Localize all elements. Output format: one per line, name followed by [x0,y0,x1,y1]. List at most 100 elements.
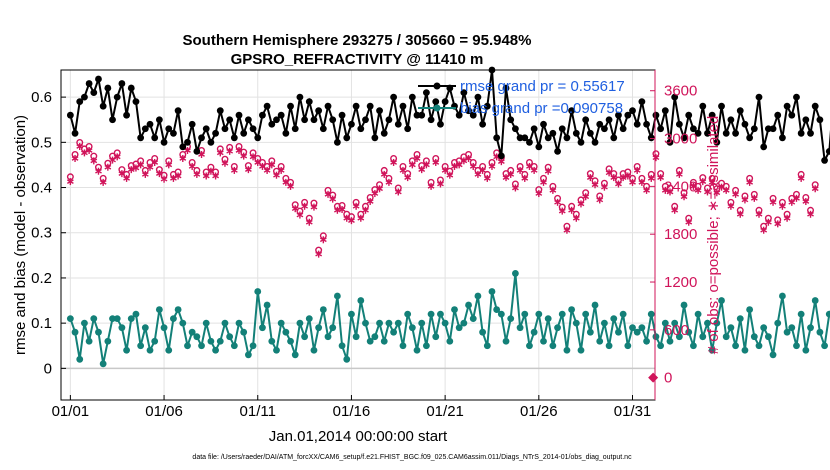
obs-assimilated-point-108-stroke-2 [572,215,580,221]
rmse-point-18 [151,134,159,142]
obs-assimilated-point-79 [437,180,444,188]
rmse-point-113 [596,120,604,128]
obs-assimilated-point-55-stroke-2 [324,191,332,197]
legend-bias-marker [433,104,441,112]
obs-assimilated-point-52 [310,203,318,211]
rmse-point-129 [671,93,679,101]
bias-point-97 [521,310,529,318]
obs-assimilated-point-141-stroke-2 [727,203,735,209]
obs-assimilated-point-148-stroke-2 [760,227,768,233]
obs-assimilated-point-150-stroke-2 [769,199,777,205]
obs-assimilated-point-48 [291,205,299,213]
obs-assimilated-point-18 [151,158,159,166]
rmse-point-134 [694,129,702,137]
y2-axis-ticks: 0 600 1200 1800 2400 3000 3600 [650,83,697,387]
obs-assimilated-point-133 [690,182,697,190]
legend-rmse-label: rmse grand pr = 0.55617 [460,78,625,95]
rmse-point-39 [249,125,257,133]
obs-assimilated-point-27 [193,170,201,178]
obs-assimilated-point-43 [268,161,276,169]
obs-assimilated-point-129-stroke-2 [671,207,679,213]
rmse-point-94 [507,116,515,124]
obs-assimilated-point-70-stroke-2 [394,189,402,195]
obs-assimilated-point-31-stroke-2 [212,173,219,179]
bias-point-55 [324,333,332,341]
obs-assimilated-point-106-stroke-2 [563,227,571,233]
obs-assimilated-point-39 [249,153,257,161]
obs-assimilated-point-7 [99,178,107,186]
obs-assimilated-point-27-stroke-2 [193,172,201,177]
obs-assimilated-point-15 [137,161,145,169]
obs-assimilated-point-134 [694,186,702,194]
bias-point-98 [526,342,533,350]
bias-point-52 [310,346,318,354]
obs-assimilated-point-32 [216,149,224,157]
rmse-point-66 [376,107,383,115]
obs-assimilated-point-49 [296,211,304,219]
obs-assimilated-point-98-stroke-2 [526,164,533,169]
bias-point-2 [76,355,84,363]
bias-point-139 [718,297,725,304]
rmse-point-89 [483,102,491,110]
obs-assimilated-point-157 [802,198,810,206]
bias-point-156 [797,310,805,318]
rmse-point-124 [647,134,655,142]
bias-point-90 [488,288,496,295]
bias-point-159 [811,297,819,304]
obs-assimilated-point-83-stroke-2 [455,162,463,168]
obs-assimilated-point-70 [394,188,402,196]
bias-point-138 [713,319,721,327]
obs-assimilated-point-12 [123,174,130,182]
obs-assimilated-point-24 [179,154,187,162]
bias-point-141 [727,324,735,332]
rmse-point-8 [104,84,112,92]
obs-assimilated-point-8 [104,163,112,171]
bias-point-157 [802,346,810,354]
obs-assimilated-point-76-stroke-2 [423,162,430,168]
obs-assimilated-point-2 [76,143,84,151]
obs-assimilated-point-114 [601,183,608,191]
rmse-point-96 [516,134,524,142]
obs-assimilated-point-87-stroke-2 [474,172,482,177]
obs-assimilated-point-97-stroke-2 [521,176,529,181]
obs-assimilated-point-150 [769,198,777,206]
y2-tick-label-1: 600 [664,322,689,339]
obs-assimilated-point-78 [432,158,440,166]
bias-point-103 [549,342,557,350]
obs-assimilated-point-109 [577,200,585,208]
obs-assimilated-point-5-stroke-2 [90,158,98,164]
rmse-point-160 [816,116,824,124]
rmse-point-10 [113,93,121,101]
y2-tick-label-0: 0 [664,370,672,387]
rmse-point-64 [366,102,374,110]
bias-point-96 [516,324,524,332]
obs-assimilated-point-129 [671,206,679,214]
obs-assimilated-point-96-stroke-2 [516,168,524,173]
bias-point-152 [779,292,786,300]
rmse-point-140 [722,129,730,137]
obs-assimilated-point-119 [624,172,632,180]
obs-assimilated-point-107-stroke-2 [568,207,576,213]
obs-assimilated-point-105 [558,207,566,215]
bias-point-0 [66,315,74,323]
bias-point-79 [437,310,444,318]
bias-point-154 [788,324,796,332]
bias-point-145 [746,306,754,313]
obs-assimilated-point-149 [764,218,772,226]
data-file-footer: data file: /Users/raeder/DAI/ATM_forcXX/… [192,454,632,461]
bias-point-137 [708,346,716,354]
obs-assimilated-point-130-stroke-2 [675,172,683,177]
obs-assimilated-point-130 [675,170,683,178]
rmse-point-6 [95,75,102,83]
obs-assimilated-point-38 [244,166,252,174]
obs-assimilated-point-125 [652,154,660,162]
rmse-point-119 [624,111,632,119]
obs-assimilated-point-30-stroke-2 [207,168,215,174]
obs-assimilated-point-100-stroke-2 [535,191,543,196]
obs-assimilated-point-21 [165,161,173,169]
bias-point-115 [605,342,613,350]
bias-point-143 [736,315,744,323]
obs-assimilated-point-15-stroke-2 [137,162,145,168]
obs-assimilated-point-74-stroke-2 [413,156,421,161]
obs-assimilated-point-79-stroke-2 [437,181,444,187]
